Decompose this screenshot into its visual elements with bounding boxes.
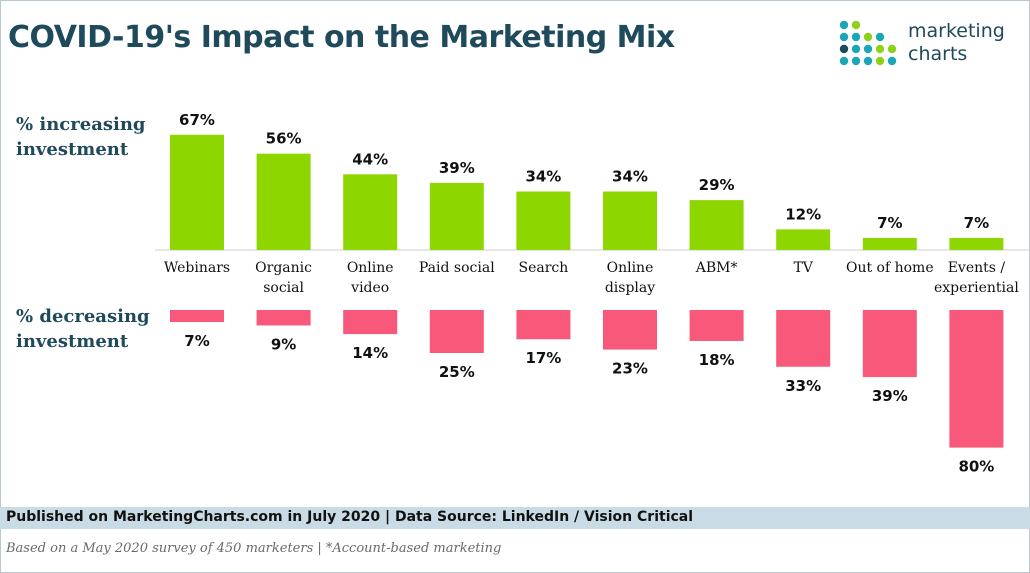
increase-bar [429,182,484,250]
decrease-data-label: 18% [699,351,735,369]
decrease-bar [429,310,484,353]
increase-bar [949,237,1004,250]
decrease-data-label: 39% [872,387,908,405]
logo-dot [839,44,849,54]
decrease-data-label: 33% [785,377,821,395]
category-label: Out of home [846,260,934,276]
increase-data-label: 39% [439,159,475,177]
increase-data-label: 12% [785,205,821,223]
increasing-label: % increasing investment [16,114,146,160]
decrease-data-label: 17% [525,349,561,367]
decrease-bar [776,310,831,367]
category-label: Search [519,260,569,276]
increase-data-label: 29% [699,176,735,194]
category-label: Paid social [419,260,495,276]
category-label: Online display [605,260,655,296]
chart-title: COVID-19's Impact on the Marketing Mix [8,20,675,55]
logo-dot [839,32,849,42]
decreasing-label: % decreasing investment [16,306,150,352]
logo-dot [875,56,885,66]
logo-dot [851,32,861,42]
increase-data-label: 7% [964,214,989,232]
logo-dot [887,44,897,54]
decrease-bar [516,310,571,340]
decrease-data-label: 9% [271,335,296,353]
decrease-bar [603,310,657,350]
decrease-data-label: 23% [612,360,648,378]
category-label: Events / experiential [934,260,1019,296]
logo-dot [875,44,885,54]
increase-data-label: 34% [612,168,648,186]
logo-dot [863,44,873,54]
increase-bar [862,237,917,250]
logo-dot [851,56,861,66]
increase-data-label: 44% [352,150,388,168]
increase-bar [343,174,398,250]
increase-bar [689,200,744,250]
decrease-data-label: 7% [184,332,209,350]
logo-dot [839,20,849,30]
footer-source: Published on MarketingCharts.com in July… [6,509,694,525]
increase-bar [776,229,831,250]
decrease-bar [256,310,311,326]
logo-dot [851,44,861,54]
logo-dot [875,32,885,42]
increase-bar [170,134,224,250]
increase-bar [256,153,311,250]
footer-note: Based on a May 2020 survey of 450 market… [6,541,502,556]
decrease-data-label: 25% [439,363,475,381]
increase-bar [516,191,571,250]
decrease-bar [343,310,398,335]
decrease-bar [949,310,1004,448]
logo-dot [863,56,873,66]
decrease-bar [862,310,917,378]
increase-data-label: 67% [179,111,215,129]
logo-text: marketing charts [908,20,1005,65]
increase-data-label: 56% [266,130,302,148]
bar-chart: 67% Webinars 7% 56% Organic social 9% 44% Online… [155,111,1030,476]
category-label: ABM* [695,260,738,276]
logo-dot [839,56,849,66]
logo-dots-icon [839,20,897,66]
increase-bar [603,191,657,250]
decrease-data-label: 14% [352,344,388,362]
decrease-bar [689,310,744,341]
increase-data-label: 34% [525,168,561,186]
marketingcharts-logo: marketing charts [838,18,1028,74]
category-label: TV [793,260,813,276]
category-label: Webinars [164,260,230,276]
logo-dot [863,32,873,42]
category-label: Organic social [255,260,312,296]
decrease-bar [170,310,224,323]
increase-data-label: 7% [877,214,902,232]
logo-dot [851,20,861,30]
decrease-data-label: 80% [958,458,994,476]
footer-bar: Published on MarketingCharts.com in July… [0,507,1030,529]
logo-dot [887,56,897,66]
category-label: Online video [347,260,394,296]
